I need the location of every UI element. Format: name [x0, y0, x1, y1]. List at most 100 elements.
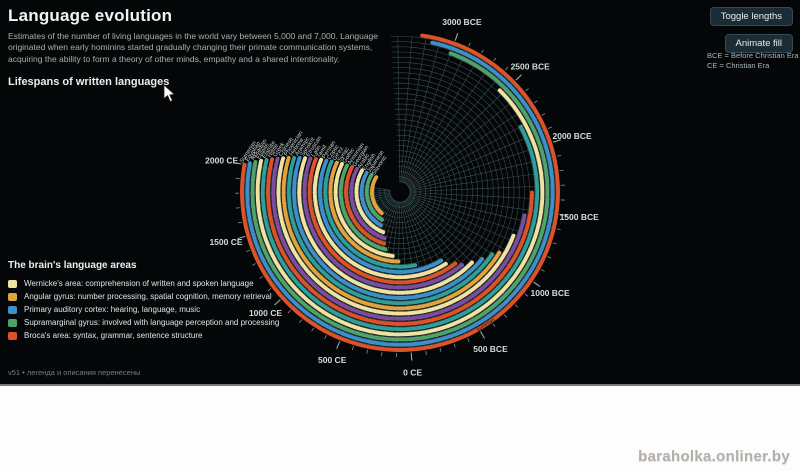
time-tick — [381, 351, 383, 357]
era-tick-label: 500 BCE — [473, 344, 508, 354]
time-tick — [299, 319, 303, 323]
legend-swatch-wernicke — [8, 279, 17, 288]
time-tick — [237, 235, 246, 240]
language-arc[interactable] — [359, 170, 383, 228]
time-tick — [559, 213, 568, 217]
time-tick — [246, 249, 251, 253]
grid-spoke — [409, 171, 555, 191]
chart-controls: Toggle lengths Animate fill — [709, 7, 793, 53]
language-arc[interactable] — [349, 166, 387, 241]
grid-ring — [389, 181, 411, 203]
language-arc[interactable] — [245, 40, 555, 347]
language-arc[interactable] — [344, 165, 387, 246]
grid-spoke — [400, 36, 413, 183]
legend-item: Broca's area: syntax, grammar, sentence … — [8, 331, 279, 340]
time-tick — [533, 281, 541, 287]
legend-label: Primary auditory cortex: hearing, langua… — [24, 305, 201, 314]
time-tick — [324, 335, 327, 339]
time-tick — [514, 304, 519, 308]
time-tick — [524, 293, 529, 297]
page-title: Language evolution — [8, 6, 173, 25]
language-arc[interactable] — [338, 163, 388, 252]
language-arc[interactable] — [370, 175, 384, 216]
language-arc[interactable] — [297, 156, 474, 295]
chart-center — [391, 183, 409, 201]
time-tick — [559, 169, 564, 172]
grid-spoke — [409, 194, 549, 242]
legend-label: Angular gyrus: number processing, spatia… — [24, 292, 272, 301]
grid-spoke — [409, 157, 553, 191]
legend-swatch-broca — [8, 331, 17, 340]
bce-note: BCE = Before Christian Era — [707, 51, 799, 60]
grid-spoke — [409, 143, 549, 190]
toggle-lengths-button[interactable]: Toggle lengths — [709, 7, 793, 26]
era-tick-label: 1000 CE — [249, 308, 282, 318]
time-tick — [480, 331, 485, 339]
legend-swatch-auditory — [8, 305, 17, 314]
chart-subtitle: Lifespans of written languages — [8, 76, 170, 89]
time-tick — [504, 314, 508, 318]
time-tick — [504, 66, 509, 71]
header: Language evolution Estimates of the numb… — [8, 6, 390, 88]
language-arc[interactable] — [266, 157, 534, 326]
time-tick — [556, 155, 561, 157]
time-tick — [439, 347, 442, 352]
time-tick — [493, 57, 497, 62]
era-tick-label: 0 CE — [403, 368, 422, 378]
language-arc[interactable] — [364, 172, 384, 222]
era-abbreviation-note: BCE = Before Christian Era CE = Christia… — [707, 51, 799, 70]
time-tick — [410, 352, 413, 361]
language-arc[interactable] — [328, 160, 401, 264]
language-arc[interactable] — [312, 157, 448, 280]
language-arc[interactable] — [260, 124, 540, 332]
grid-spoke — [404, 50, 467, 184]
legend-label: Supramarginal gyrus: involved with langu… — [24, 318, 280, 327]
animate-fill-button[interactable]: Animate fill — [724, 34, 793, 53]
legend-item: Wernicke's area: comprehension of writte… — [8, 279, 279, 288]
time-tick — [556, 228, 561, 231]
language-arc[interactable] — [255, 88, 545, 337]
language-arc[interactable] — [271, 156, 527, 321]
era-tick-label: 3000 BCE — [442, 17, 482, 27]
grid-spoke — [408, 105, 531, 187]
time-tick — [454, 33, 459, 41]
grid-spoke — [405, 65, 492, 185]
legend-label: Broca's area: syntax, grammar, sentence … — [24, 331, 203, 340]
grid-spoke — [406, 73, 503, 185]
language-arc[interactable] — [250, 51, 550, 342]
bottom-white-strip: baraholka.onliner.by — [0, 388, 800, 471]
language-arc[interactable] — [281, 155, 502, 311]
language-arc[interactable] — [323, 159, 418, 269]
time-tick — [552, 139, 561, 143]
legend-label: Wernicke's area: comprehension of writte… — [24, 279, 254, 288]
language-arc[interactable] — [318, 158, 444, 274]
era-tick-label: 2000 CE — [205, 156, 238, 166]
language-arc[interactable] — [276, 156, 516, 316]
time-tick — [287, 309, 291, 314]
lifespans-radial-chart: 3000 BCE 2500 BCE 2000 BCE 1500 BCE 1000 BCE… — [205, 17, 599, 378]
language-arc[interactable] — [240, 33, 560, 352]
language-arc[interactable] — [292, 155, 485, 300]
legend-title: The brain's language areas — [8, 260, 137, 271]
grid-spoke — [407, 83, 513, 186]
grid-spoke — [403, 45, 454, 183]
language-arc[interactable] — [307, 157, 458, 285]
ce-note: CE = Christian Era — [707, 60, 770, 70]
language-arc[interactable] — [333, 161, 395, 258]
intro-text: Estimates of the number of living langua… — [8, 31, 378, 64]
legend-item: Primary auditory cortex: hearing, langua… — [8, 305, 279, 314]
time-tick — [547, 256, 552, 259]
era-tick-label: 2500 BCE — [511, 61, 551, 71]
time-tick — [481, 49, 484, 54]
time-tick — [525, 88, 529, 92]
grid-spoke — [397, 35, 401, 183]
time-tick — [267, 288, 272, 292]
time-tick — [533, 100, 538, 104]
language-arc[interactable] — [286, 155, 495, 306]
language-arc[interactable] — [302, 156, 464, 290]
time-tick — [515, 74, 522, 81]
language-arc[interactable] — [354, 168, 386, 235]
time-tick — [468, 42, 471, 47]
time-tick — [467, 338, 470, 342]
